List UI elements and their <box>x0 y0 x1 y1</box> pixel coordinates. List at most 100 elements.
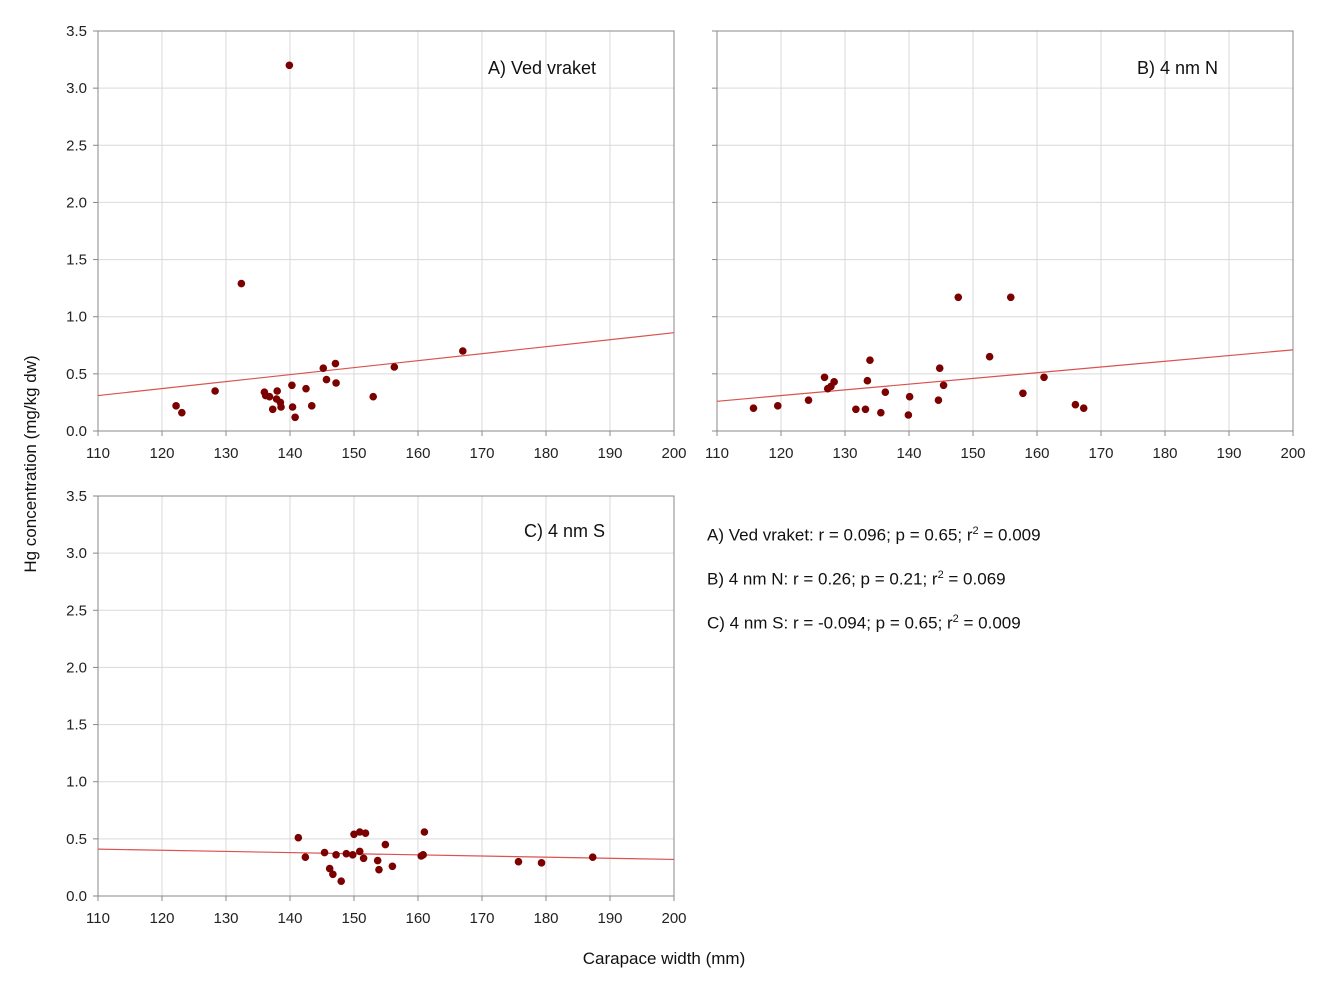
x-tick-label: 190 <box>597 910 622 927</box>
data-point <box>866 356 874 364</box>
data-point <box>359 854 368 863</box>
panel-label: C) 4 nm S <box>524 521 605 541</box>
data-point <box>288 403 297 411</box>
data-point <box>934 396 943 404</box>
scatter-panel-3: 110 120 130 140 150 160 170 180 190 200 0.0 0.5 1.0 1… <box>66 488 686 927</box>
data-point <box>877 408 885 417</box>
stat-line-a: A) Ved vraket: r = 0.096; p = 0.65; r2 =… <box>707 525 1041 545</box>
y-axis-title: Hg concentration (mg/kg dw) <box>21 355 40 572</box>
data-point <box>322 375 331 384</box>
data-point <box>820 373 829 382</box>
data-point <box>1071 400 1080 409</box>
stat-line-b: B) 4 nm N: r = 0.26; p = 0.21; r2 = 0.06… <box>707 569 1006 589</box>
stat-line-c: C) 4 nm S: r = -0.094; p = 0.65; r2 = 0.… <box>707 613 1021 633</box>
x-tick-label: 110 <box>86 910 110 927</box>
data-point <box>537 859 546 867</box>
data-point <box>332 851 340 859</box>
trend-line <box>97 332 675 397</box>
data-point <box>935 364 944 372</box>
data-point <box>319 364 328 372</box>
data-point <box>939 381 948 390</box>
data-point <box>904 411 913 419</box>
x-tick-label: 110 <box>705 445 729 462</box>
y-tick-label: 0.5 <box>66 366 87 383</box>
plot-frame <box>716 30 1294 432</box>
data-point <box>881 388 890 396</box>
data-point <box>355 828 364 836</box>
data-point <box>348 851 357 859</box>
data-point <box>419 851 427 859</box>
y-tick-label: 2.0 <box>66 659 87 676</box>
x-tick-label: 120 <box>149 445 174 462</box>
x-tick-label: 190 <box>597 445 622 462</box>
data-point <box>342 849 351 858</box>
data-point <box>381 840 390 849</box>
x-tick-label: 130 <box>832 445 857 462</box>
x-axis-title: Carapace width (mm) <box>583 949 746 968</box>
data-point <box>294 833 303 842</box>
data-point <box>369 392 378 401</box>
x-tick-label: 130 <box>213 445 238 462</box>
data-point <box>774 402 782 410</box>
data-point <box>375 865 383 874</box>
panel-label: A) Ved vraket <box>488 58 596 78</box>
data-point <box>861 405 870 414</box>
x-tick-label: 170 <box>469 910 494 927</box>
data-point <box>373 856 382 865</box>
data-point <box>265 392 274 401</box>
data-point <box>1040 373 1048 382</box>
data-point <box>288 381 296 390</box>
data-point <box>459 347 467 355</box>
data-point <box>302 384 310 393</box>
data-point <box>1019 389 1027 398</box>
data-point <box>361 829 370 837</box>
data-point <box>388 862 397 871</box>
x-tick-label: 170 <box>1088 445 1113 462</box>
y-tick-label: 0.5 <box>66 831 87 848</box>
scatter-panel-2: 110 120 130 140 150 160 170 180 190 200 B) 4 nm N <box>705 30 1306 462</box>
x-tick-label: 190 <box>1216 445 1241 462</box>
trend-line <box>716 349 1294 402</box>
x-tick-label: 160 <box>405 910 430 927</box>
scatter-panel-1: 110 120 130 140 150 160 170 180 190 200 0.0 0.5 1.0 1… <box>66 23 686 462</box>
x-tick-label: 120 <box>149 910 174 927</box>
data-point <box>237 279 246 288</box>
data-point <box>954 293 963 302</box>
x-tick-label: 180 <box>533 910 558 927</box>
data-point <box>320 848 329 857</box>
y-tick-label: 0.0 <box>66 888 87 905</box>
plot-frame <box>97 495 675 897</box>
data-point <box>355 847 364 856</box>
y-tick-label: 1.0 <box>66 309 87 326</box>
x-tick-label: 150 <box>341 445 366 462</box>
data-point <box>905 392 914 401</box>
y-tick-label: 2.0 <box>66 194 87 211</box>
data-point <box>273 387 282 395</box>
x-tick-label: 200 <box>661 445 686 462</box>
y-tick-label: 1.0 <box>66 774 87 791</box>
data-point <box>852 405 860 414</box>
data-point <box>420 828 429 836</box>
data-point <box>337 877 346 885</box>
data-point <box>749 404 758 412</box>
data-point <box>329 870 337 879</box>
data-point <box>390 363 399 371</box>
x-tick-label: 150 <box>960 445 985 462</box>
data-point <box>277 403 285 411</box>
y-tick-label: 3.0 <box>66 80 87 97</box>
data-point <box>830 378 838 386</box>
y-tick-label: 3.5 <box>66 23 87 40</box>
x-tick-label: 150 <box>341 910 366 927</box>
data-point <box>1006 293 1015 302</box>
y-tick-label: 1.5 <box>66 717 87 734</box>
data-point <box>307 402 316 410</box>
data-point <box>285 61 294 70</box>
data-point <box>301 853 310 861</box>
data-point <box>588 853 597 861</box>
data-point <box>1079 404 1088 412</box>
data-point <box>804 396 813 404</box>
data-point <box>514 857 523 866</box>
data-point <box>268 405 277 414</box>
data-point <box>325 864 334 873</box>
